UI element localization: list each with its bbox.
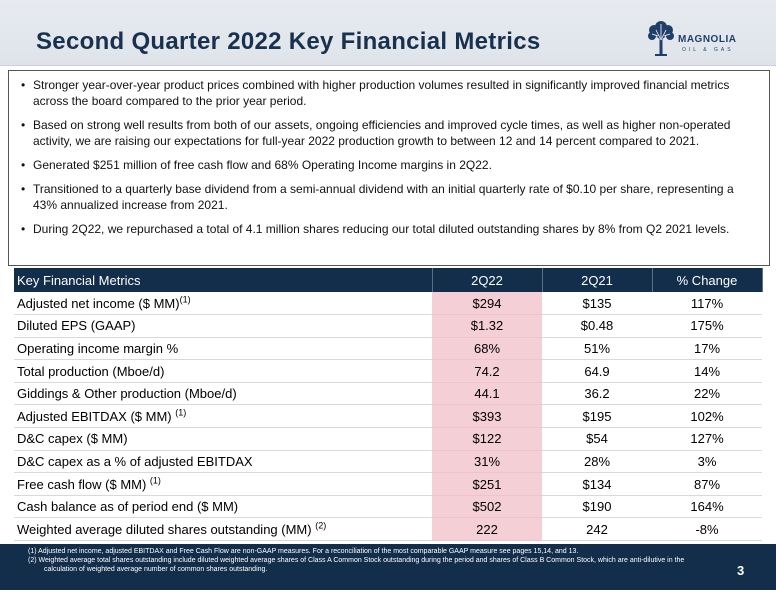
table-row: Adjusted net income ($ MM)(1) $294 $135 … bbox=[14, 292, 762, 316]
value-2q21: 28% bbox=[542, 450, 652, 474]
value-2q22: $393 bbox=[432, 404, 542, 429]
logo-subtitle: OIL & GAS bbox=[682, 47, 734, 53]
value-2q22: $502 bbox=[432, 495, 542, 519]
value-2q22: 222 bbox=[432, 517, 542, 542]
value-change: 3% bbox=[652, 450, 762, 474]
value-2q22: $122 bbox=[432, 427, 542, 451]
slide-footer: (1) Adjusted net income, adjusted EBITDA… bbox=[0, 544, 776, 590]
value-2q22: $294 bbox=[432, 292, 542, 316]
value-2q22: 74.2 bbox=[432, 359, 542, 383]
bullet-dot-icon: • bbox=[21, 78, 26, 92]
table-row: D&C capex as a % of adjusted EBITDAX 31%… bbox=[14, 450, 762, 474]
footnote-2: (2) Weighted average total shares outsta… bbox=[28, 557, 685, 573]
table-row: Weighted average diluted shares outstand… bbox=[14, 517, 762, 542]
footnote-ref: (1) bbox=[149, 475, 161, 486]
metric-label: Giddings & Other production (Mboe/d) bbox=[14, 382, 432, 406]
bullet-dot-icon: • bbox=[21, 222, 26, 236]
metric-label: Free cash flow ($ MM) (1) bbox=[14, 472, 432, 496]
value-change: 87% bbox=[652, 472, 762, 496]
column-header-2q21: 2Q21 bbox=[542, 268, 653, 292]
column-header-metric: Key Financial Metrics bbox=[14, 268, 433, 292]
value-change: 164% bbox=[652, 495, 762, 519]
table-header-row: Key Financial Metrics 2Q22 2Q21 % Change bbox=[14, 268, 763, 292]
highlights-box: • Stronger year-over-year product prices … bbox=[8, 70, 770, 266]
metric-label: Operating income margin % bbox=[14, 337, 432, 361]
value-change: 102% bbox=[652, 404, 762, 429]
value-change: 22% bbox=[652, 382, 762, 406]
value-2q22: 44.1 bbox=[432, 382, 542, 406]
value-2q21: $135 bbox=[542, 292, 652, 316]
metric-label: Cash balance as of period end ($ MM) bbox=[14, 495, 432, 519]
value-2q21: 64.9 bbox=[542, 359, 652, 383]
bullet-item: • During 2Q22, we repurchased a total of … bbox=[21, 222, 730, 236]
footnote-ref: (1) bbox=[179, 294, 191, 305]
bullet-dot-icon: • bbox=[21, 182, 26, 196]
value-2q21: 36.2 bbox=[542, 382, 652, 406]
column-header-change: % Change bbox=[652, 268, 763, 292]
value-2q22: 68% bbox=[432, 337, 542, 361]
company-logo: MAGNOLIA OIL & GAS bbox=[646, 18, 750, 62]
footnotes: (1) Adjusted net income, adjusted EBITDA… bbox=[28, 547, 708, 574]
slide-header: Second Quarter 2022 Key Financial Metric… bbox=[0, 0, 776, 66]
value-2q21: $134 bbox=[542, 472, 652, 496]
metric-label: Total production (Mboe/d) bbox=[14, 359, 432, 383]
bullet-item: • Transitioned to a quarterly base divide… bbox=[21, 182, 734, 212]
metric-label: D&C capex as a % of adjusted EBITDAX bbox=[14, 450, 432, 474]
footnote-1: (1) Adjusted net income, adjusted EBITDA… bbox=[28, 548, 579, 555]
table-row: Adjusted EBITDAX ($ MM) (1) $393 $195 10… bbox=[14, 404, 762, 429]
value-change: 175% bbox=[652, 314, 762, 338]
table-row: Diluted EPS (GAAP) $1.32 $0.48 175% bbox=[14, 314, 762, 338]
value-2q21: $190 bbox=[542, 495, 652, 519]
table-row: Cash balance as of period end ($ MM) $50… bbox=[14, 495, 762, 519]
value-change: 17% bbox=[652, 337, 762, 361]
value-2q21: 242 bbox=[542, 517, 652, 542]
value-2q22: $251 bbox=[432, 472, 542, 496]
metric-label: D&C capex ($ MM) bbox=[14, 427, 432, 451]
value-2q21: $0.48 bbox=[542, 314, 652, 338]
footnote-ref: (1) bbox=[175, 407, 187, 418]
bullet-dot-icon: • bbox=[21, 118, 26, 132]
value-change: 14% bbox=[652, 359, 762, 383]
metric-label: Weighted average diluted shares outstand… bbox=[14, 517, 432, 542]
metric-label: Diluted EPS (GAAP) bbox=[14, 314, 432, 338]
column-header-2q22: 2Q22 bbox=[432, 268, 543, 292]
footnote-ref: (2) bbox=[315, 520, 327, 531]
key-metrics-table: Key Financial Metrics 2Q22 2Q21 % Change… bbox=[14, 268, 763, 542]
value-change: -8% bbox=[652, 517, 762, 542]
value-2q22: 31% bbox=[432, 450, 542, 474]
metric-label: Adjusted net income ($ MM)(1) bbox=[14, 292, 432, 316]
slide-title: Second Quarter 2022 Key Financial Metric… bbox=[36, 28, 541, 55]
table-row: Total production (Mboe/d) 74.2 64.9 14% bbox=[14, 359, 762, 383]
table-row: Free cash flow ($ MM) (1) $251 $134 87% bbox=[14, 472, 762, 496]
table-row: D&C capex ($ MM) $122 $54 127% bbox=[14, 427, 762, 451]
bullet-item: • Stronger year-over-year product prices … bbox=[21, 78, 730, 108]
value-2q21: 51% bbox=[542, 337, 652, 361]
value-2q21: $195 bbox=[542, 404, 652, 429]
value-2q21: $54 bbox=[542, 427, 652, 451]
bullet-dot-icon: • bbox=[21, 158, 26, 172]
tree-icon bbox=[648, 21, 674, 56]
value-2q22: $1.32 bbox=[432, 314, 542, 338]
logo-wordmark: MAGNOLIA bbox=[678, 34, 737, 45]
page-number: 3 bbox=[737, 563, 745, 578]
table-row: Giddings & Other production (Mboe/d) 44.… bbox=[14, 382, 762, 406]
value-change: 117% bbox=[652, 292, 762, 316]
bullet-item: • Generated $251 million of free cash flo… bbox=[21, 158, 492, 172]
table-row: Operating income margin % 68% 51% 17% bbox=[14, 337, 762, 361]
metric-label: Adjusted EBITDAX ($ MM) (1) bbox=[14, 404, 432, 429]
value-change: 127% bbox=[652, 427, 762, 451]
bullet-item: • Based on strong well results from both … bbox=[21, 118, 731, 148]
